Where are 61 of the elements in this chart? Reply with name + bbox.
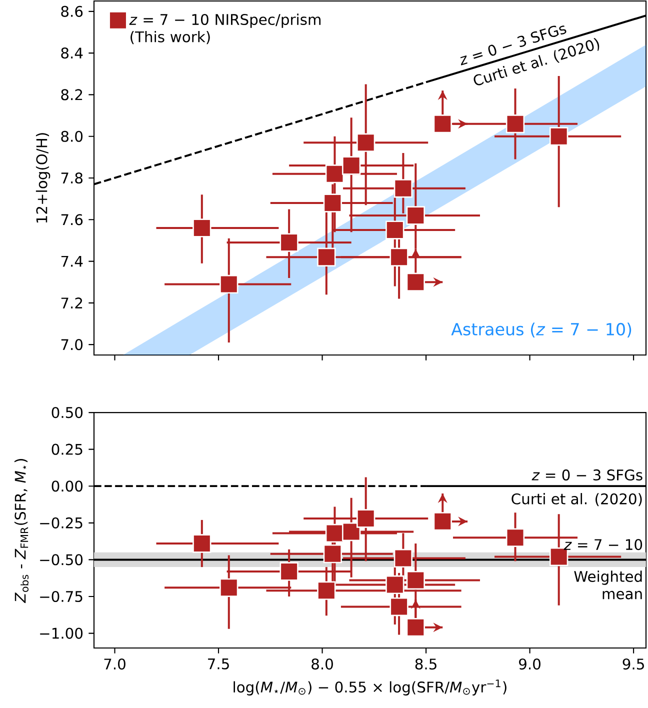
y-tick-label: 7.6 [61, 214, 83, 226]
y-tick-label: −0.50 [40, 554, 83, 566]
y-tick-label: −0.25 [40, 517, 82, 528]
point [550, 127, 568, 146]
x-tick-label: 8.5 [415, 658, 436, 670]
y-tick-label: 0.00 [52, 480, 83, 492]
y-tick-label: −1.00 [40, 628, 83, 639]
legend-label: Astraeus (z = 7 − 10) [451, 322, 632, 338]
y-tick-label: 7.0 [61, 339, 83, 350]
point [192, 218, 212, 238]
point [356, 133, 376, 152]
point [280, 562, 298, 581]
point [342, 522, 361, 542]
point [506, 528, 525, 547]
y-tick-label: 8.4 [61, 48, 83, 59]
point [317, 581, 336, 600]
point [506, 114, 525, 134]
point [406, 272, 425, 292]
y-tick-label: 8.0 [61, 130, 83, 142]
annotation: Curti et al. (2020) [512, 493, 642, 506]
x-tick-label: 7.0 [104, 658, 126, 670]
point [390, 597, 408, 616]
point [220, 274, 238, 294]
point [406, 618, 425, 637]
point [323, 194, 342, 212]
point [280, 233, 298, 252]
point [433, 512, 452, 531]
x-tick-label: 8.0 [312, 658, 333, 670]
text: Z$_{obs}$ - Z$_{FMR}$(SFR, M$_{⋆}$) [14, 459, 29, 604]
point [342, 156, 361, 175]
point [406, 206, 425, 225]
x-tick-label: 7.5 [208, 658, 229, 670]
point [390, 248, 408, 266]
annotation: z = 7 − 10 [564, 539, 642, 550]
y-tick-label: 8.2 [61, 89, 82, 100]
point [356, 509, 376, 528]
y-tick-label: 8.6 [61, 6, 83, 17]
y-tick-label: 7.8 [61, 172, 82, 184]
y-tick-label: 0.25 [52, 444, 82, 455]
annotation: Weighted mean [574, 570, 642, 600]
point [325, 164, 344, 184]
y-tick-label: 0.50 [52, 407, 83, 418]
point [394, 179, 413, 198]
y-tick-label: −0.75 [40, 590, 82, 602]
point [317, 248, 336, 266]
point [192, 534, 212, 553]
legend-label: z = 7 − 10 NIRSpec/prism (This work) [129, 14, 321, 44]
y-tick-label: 7.2 [61, 298, 82, 308]
annotation: z = 0 − 3 SFGs [532, 469, 642, 481]
point [220, 578, 238, 597]
point [386, 575, 404, 594]
text: log(M$_{⋆}$/M$_{⊙}$) − 0.55 × log(SFR/M$_{⊙}$yr$^{−1}$) [234, 680, 506, 696]
point [386, 220, 404, 240]
point [406, 570, 425, 590]
point [433, 114, 452, 134]
y-tick-label: 7.4 [61, 256, 83, 267]
point [323, 544, 342, 564]
x-tick-label: 9.0 [519, 658, 540, 670]
x-tick-label: 9.5 [622, 658, 644, 670]
y-axis-title: 12+log(O/H) [36, 133, 50, 223]
point [394, 548, 413, 568]
